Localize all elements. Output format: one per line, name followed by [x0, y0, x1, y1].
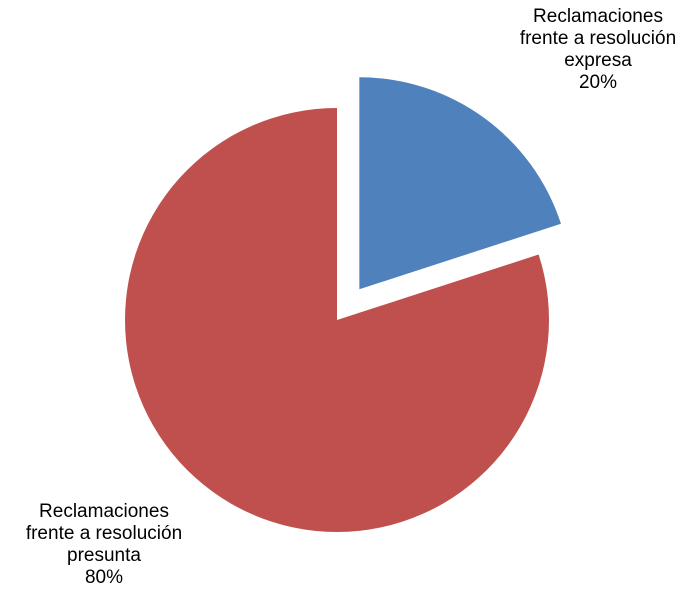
slice-percent-label: 80%: [84, 567, 124, 588]
slice-percent-label: 20%: [578, 72, 618, 93]
slice-label-line: frente a resolución: [519, 28, 677, 49]
slice-label-line: Reclamaciones: [533, 6, 663, 27]
slice-label-line: presunta: [67, 545, 141, 566]
pie-slice-1: [125, 108, 550, 532]
slice-label-line: Reclamaciones: [39, 501, 169, 522]
slice-label-expresa: Reclamaciones frente a resolución expres…: [498, 6, 693, 94]
pie-slice-0: [359, 77, 561, 290]
slice-label-line: frente a resolución: [25, 523, 183, 544]
slice-label-line: expresa: [564, 50, 632, 71]
slice-label-presunta: Reclamaciones frente a resolución presun…: [4, 501, 204, 589]
